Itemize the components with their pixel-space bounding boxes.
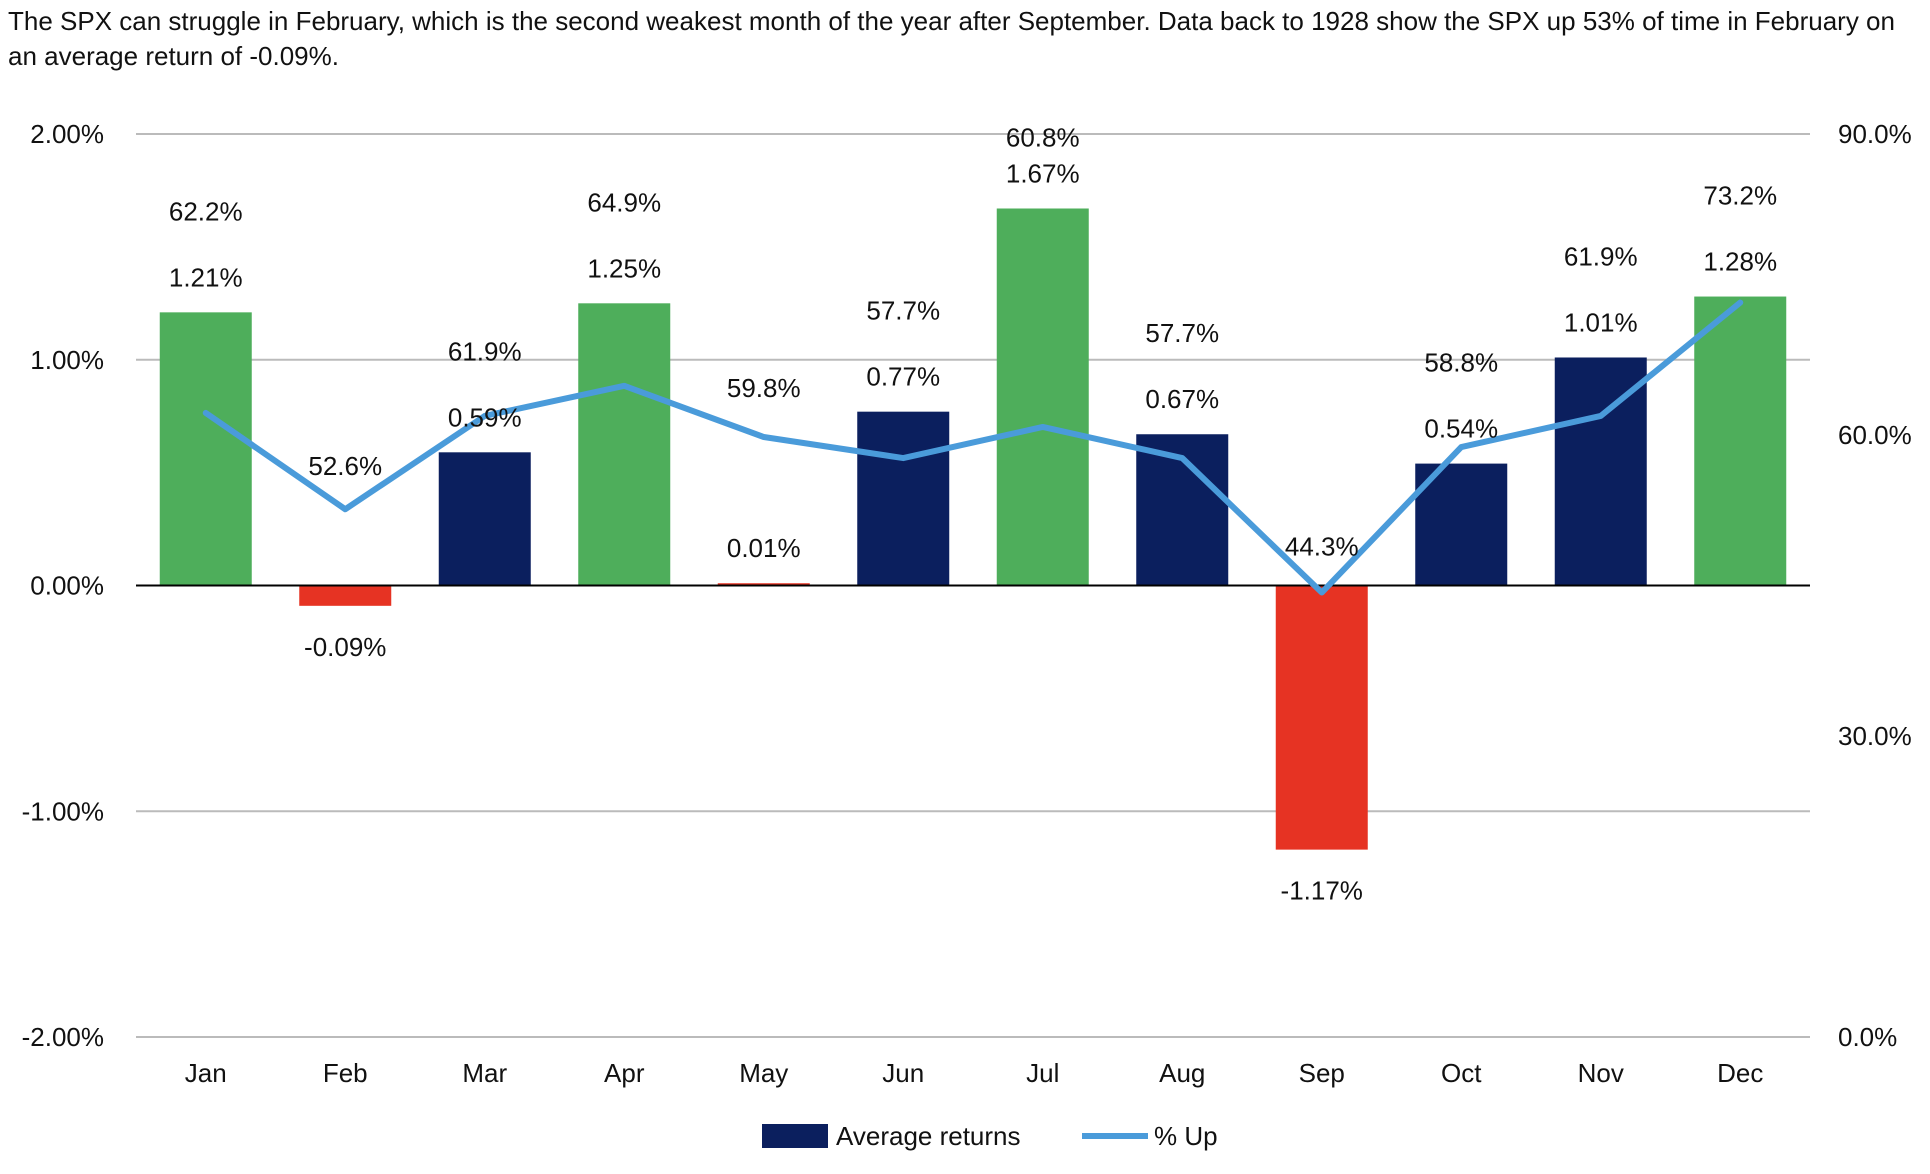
bar-mar bbox=[438, 452, 531, 586]
bar-value-label: 0.54% bbox=[1424, 414, 1498, 444]
left-axis-tick-label: 0.00% bbox=[30, 571, 104, 601]
percent-up-line bbox=[202, 299, 1744, 596]
bar-value-label: 1.25% bbox=[587, 253, 661, 283]
left-axis-tick-label: 1.00% bbox=[30, 345, 104, 375]
x-axis: Jan Feb Mar Apr May Jun Jul Aug Sep Oct Nov Dec bbox=[185, 1058, 1764, 1088]
bar-value-label: 0.59% bbox=[448, 402, 522, 432]
bar-value-label: 0.77% bbox=[866, 362, 940, 392]
x-axis-label-sep: Sep bbox=[1299, 1058, 1345, 1088]
right-axis-tick-label: 60.0% bbox=[1838, 420, 1912, 450]
legend-label-average-returns: Average returns bbox=[836, 1121, 1021, 1151]
x-axis-label-feb: Feb bbox=[323, 1058, 368, 1088]
average-returns-labels: 1.21% -0.09% 0.59% 1.25% 0.01% 0.77% 1.67% 0.67… bbox=[169, 158, 1777, 905]
bar-jun bbox=[857, 411, 950, 586]
x-axis-label-aug: Aug bbox=[1159, 1058, 1205, 1088]
percent-up-value-label: 58.8% bbox=[1424, 348, 1498, 378]
legend-label-percent-up: % Up bbox=[1154, 1121, 1218, 1151]
legend: Average returns % Up bbox=[762, 1121, 1218, 1151]
bar-oct bbox=[1415, 463, 1508, 586]
bar-dec bbox=[1694, 296, 1787, 586]
bar-value-label: 0.67% bbox=[1145, 384, 1219, 414]
percent-up-value-label: 57.7% bbox=[866, 296, 940, 326]
right-axis-tick-label: 30.0% bbox=[1838, 721, 1912, 751]
left-axis-tick-label: -2.00% bbox=[22, 1022, 104, 1052]
gridlines bbox=[136, 133, 1810, 1038]
right-axis-tick-label: 90.0% bbox=[1838, 119, 1912, 149]
bar-value-label: 0.01% bbox=[727, 533, 801, 563]
x-axis-label-jun: Jun bbox=[882, 1058, 924, 1088]
x-axis-label-dec: Dec bbox=[1717, 1058, 1763, 1088]
percent-up-value-label: 73.2% bbox=[1703, 181, 1777, 211]
bar-value-label: -0.09% bbox=[304, 632, 386, 662]
bar-value-label: 1.67% bbox=[1006, 158, 1080, 188]
legend-bar-swatch bbox=[762, 1124, 828, 1148]
bar-may bbox=[717, 583, 810, 586]
left-axis-tick-label: 2.00% bbox=[30, 119, 104, 149]
percent-up-value-label: 62.2% bbox=[169, 196, 243, 226]
percent-up-value-label: 52.6% bbox=[308, 451, 382, 481]
percent-up-labels: 62.2% 52.6% 61.9% 64.9% 59.8% 57.7% 60.8% 57.7%… bbox=[169, 122, 1777, 561]
bar-apr bbox=[578, 303, 671, 586]
percent-up-value-label: 44.3% bbox=[1285, 532, 1359, 562]
bar-feb bbox=[299, 585, 392, 606]
bar-value-label: 1.01% bbox=[1564, 307, 1638, 337]
chart-subtitle: The SPX can struggle in February, which … bbox=[8, 6, 1895, 71]
x-axis-label-jul: Jul bbox=[1026, 1058, 1059, 1088]
left-y-axis: 2.00% 1.00% 0.00% -1.00% -2.00% bbox=[22, 119, 104, 1052]
bar-jul bbox=[996, 208, 1089, 586]
average-returns-bars bbox=[159, 208, 1787, 850]
x-axis-label-apr: Apr bbox=[604, 1058, 645, 1088]
percent-up-value-label: 61.9% bbox=[1564, 241, 1638, 271]
percent-up-value-label: 57.7% bbox=[1145, 318, 1219, 348]
bar-value-label: -1.17% bbox=[1281, 876, 1363, 906]
bar-jan bbox=[159, 312, 252, 586]
percent-up-line-path bbox=[202, 299, 1744, 596]
x-axis-label-may: May bbox=[739, 1058, 788, 1088]
percent-up-value-label: 64.9% bbox=[587, 187, 661, 217]
percent-up-value-label: 59.8% bbox=[727, 373, 801, 403]
bar-value-label: 1.28% bbox=[1703, 247, 1777, 277]
x-axis-label-jan: Jan bbox=[185, 1058, 227, 1088]
x-axis-label-mar: Mar bbox=[462, 1058, 507, 1088]
percent-up-value-label: 61.9% bbox=[448, 336, 522, 366]
bar-value-label: 1.21% bbox=[169, 262, 243, 292]
left-axis-tick-label: -1.00% bbox=[22, 796, 104, 826]
percent-up-value-label: 60.8% bbox=[1006, 122, 1080, 152]
x-axis-label-nov: Nov bbox=[1578, 1058, 1624, 1088]
x-axis-label-oct: Oct bbox=[1441, 1058, 1482, 1088]
bar-sep bbox=[1275, 585, 1368, 850]
right-y-axis: 90.0% 60.0% 30.0% 0.0% bbox=[1838, 119, 1912, 1052]
bar-nov bbox=[1554, 357, 1647, 586]
right-axis-tick-label: 0.0% bbox=[1838, 1022, 1897, 1052]
